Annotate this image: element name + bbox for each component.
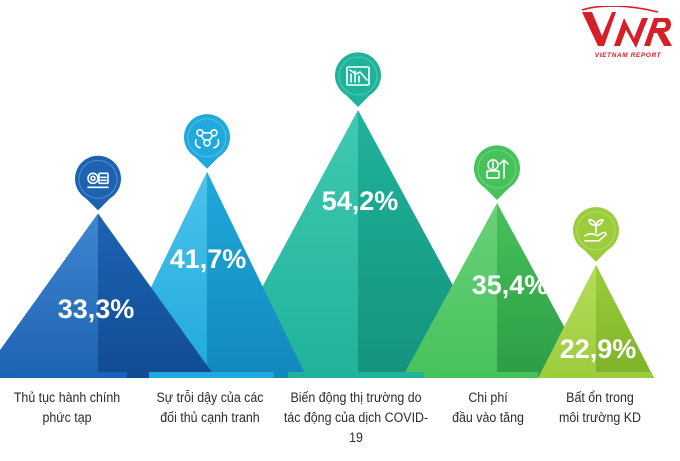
category-label-line: Thủ tục hành chính xyxy=(13,390,121,405)
category-label-line: Sự trỗi dậy của các xyxy=(156,390,264,405)
vnr-logo-mark-icon xyxy=(581,6,672,48)
competition-network-icon xyxy=(194,129,220,149)
peak-5 xyxy=(538,264,654,378)
rising-cost-coins-icon xyxy=(486,159,509,179)
category-underline-3 xyxy=(288,372,424,378)
category-label-line: Biến động thị trường do xyxy=(290,390,422,405)
peak-1 xyxy=(0,213,216,378)
pin-marker xyxy=(183,114,230,169)
category-label-2: Sự trỗi dậy của các đối thủ cạnh tranh xyxy=(132,388,288,428)
value-label-5: 22,9% xyxy=(560,334,637,364)
category-underline-5 xyxy=(549,372,652,378)
pins-layer xyxy=(75,52,619,262)
hand-plant-icon xyxy=(584,218,607,242)
peak-4-pin xyxy=(474,145,521,200)
pin-marker xyxy=(75,155,122,211)
peak-2-right-face xyxy=(207,171,307,378)
peak-1-pin xyxy=(75,155,122,211)
peak-1-right-face xyxy=(98,213,216,378)
category-label-line: Chi phí xyxy=(468,390,508,405)
category-label-1: Thủ tục hành chính phức tạp xyxy=(0,388,145,428)
peaks-layer xyxy=(0,110,654,378)
peak-5-left-face xyxy=(538,264,596,378)
category-label-3: Biến động thị trường do tác động của dịch… xyxy=(278,388,434,448)
value-label-1: 33,3% xyxy=(58,294,135,324)
value-label-2: 41,7% xyxy=(170,244,247,274)
category-label-line: môi trường KD xyxy=(558,410,642,425)
category-label-line: tác động của dịch COVID-19 xyxy=(283,410,429,445)
peak-4-left-face xyxy=(402,202,497,378)
category-label-line: phức tạp xyxy=(42,410,92,425)
logo-subtitle: VIETNAM REPORT xyxy=(594,52,662,59)
category-underline-2 xyxy=(149,372,274,378)
category-label-4: Chi phí đầu vào tăng xyxy=(410,388,566,428)
pin-marker xyxy=(474,145,521,200)
category-label-line: đầu vào tăng xyxy=(452,410,524,425)
wallet-document-icon xyxy=(87,172,109,189)
peak-1-left-face xyxy=(0,213,98,378)
category-underline-1 xyxy=(12,372,127,378)
category-underline-4 xyxy=(438,372,538,378)
peak-5-pin xyxy=(573,207,619,262)
category-label-5: Bất ổn trong môi trường KD xyxy=(522,388,678,428)
pin-marker xyxy=(335,52,381,107)
peak-2-pin xyxy=(183,114,230,169)
market-decline-chart-icon xyxy=(346,66,370,86)
peak-5-right-face xyxy=(596,264,654,378)
value-label-3: 54,2% xyxy=(322,186,399,216)
category-label-line: đối thủ cạnh tranh xyxy=(160,410,260,425)
vietnam-report-logo: VIETNAM REPORT xyxy=(580,6,674,64)
peak-3-pin xyxy=(335,52,381,107)
value-labels-layer: 33,3% 41,7% 54,2% 35,4% 22,9% xyxy=(58,186,637,364)
category-label-line: Bất ổn trong xyxy=(566,390,634,405)
value-label-4: 35,4% xyxy=(472,270,549,300)
